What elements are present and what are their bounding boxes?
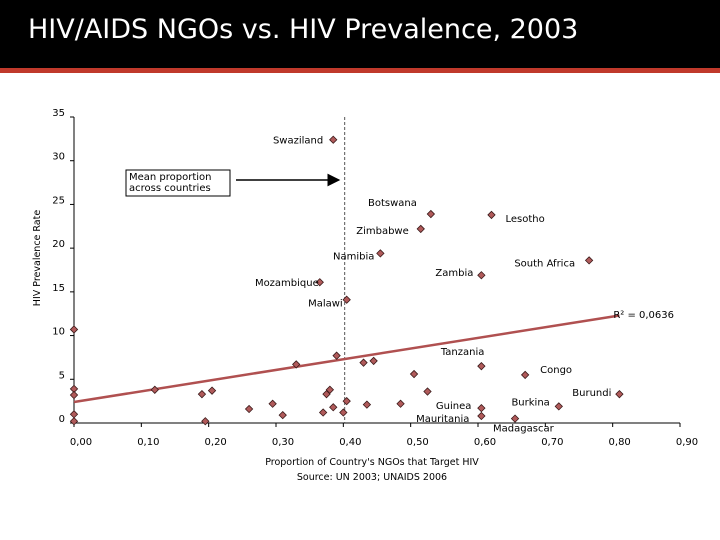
- data-point: [292, 360, 301, 369]
- data-point: [369, 356, 378, 366]
- data-point: [197, 389, 207, 399]
- x-tick-label: 0,90: [676, 437, 698, 448]
- data-point: [520, 370, 530, 380]
- data-point: [477, 271, 486, 280]
- title-bar: HIV/AIDS NGOs vs. HIV Prevalence, 2003: [0, 0, 720, 68]
- data-point: [244, 404, 254, 414]
- data-points: [69, 135, 624, 426]
- point-label: Madagascar: [493, 424, 555, 435]
- data-point: [416, 224, 425, 234]
- y-tick-label: 30: [52, 152, 65, 163]
- data-point: [409, 369, 419, 379]
- point-label: Congo: [540, 365, 572, 376]
- point-label: Malawi: [308, 299, 343, 310]
- point-labels: Swaziland Botswana Zimbabwe Lesotho Namibia S…: [255, 136, 611, 435]
- data-point: [150, 385, 159, 394]
- point-label: Swaziland: [273, 136, 323, 147]
- annotation-box: [125, 169, 231, 197]
- data-point: [207, 386, 217, 395]
- data-point: [477, 362, 486, 371]
- title-stripe: [0, 68, 720, 73]
- x-axis-title: Proportion of Country's NGOs that Target…: [265, 457, 479, 468]
- data-point: [362, 400, 372, 409]
- point-label: Burkina: [511, 397, 549, 408]
- data-point: [554, 402, 563, 411]
- y-tick-label: 15: [52, 283, 65, 294]
- data-point: [69, 410, 79, 419]
- data-point: [426, 209, 436, 219]
- point-label: South Africa: [514, 258, 575, 269]
- point-label: Mauritania: [416, 414, 469, 425]
- data-point: [329, 135, 338, 144]
- data-point: [615, 389, 624, 399]
- source-note: Source: UN 2003; UNAIDS 2006: [297, 472, 447, 483]
- data-point: [477, 411, 486, 421]
- trendline: [73, 314, 620, 404]
- x-tick-label: 0,70: [541, 437, 563, 448]
- point-label: Guinea: [436, 401, 471, 412]
- data-point: [318, 408, 328, 417]
- data-point: [278, 410, 287, 420]
- x-tick-label: 0,60: [474, 437, 496, 448]
- point-label: Zimbabwe: [356, 226, 409, 237]
- data-point: [359, 358, 368, 367]
- trendline-group: R² = 0,0636: [73, 310, 674, 404]
- y-tick-label: 0: [59, 414, 65, 425]
- y-tick-label: 20: [52, 239, 65, 250]
- data-point: [69, 325, 79, 334]
- data-point: [329, 403, 338, 412]
- x-tick-label: 0,80: [609, 437, 631, 448]
- data-point: [69, 390, 79, 400]
- point-label: Tanzania: [440, 347, 485, 358]
- data-point: [339, 408, 348, 417]
- y-tick-label: 35: [52, 108, 65, 119]
- annotation-text: Mean proportion: [129, 172, 212, 183]
- data-point: [315, 278, 324, 287]
- point-label: Burundi: [572, 388, 611, 399]
- y-axis-title: HIV Prevalence Rate: [32, 210, 43, 307]
- data-point: [423, 387, 432, 396]
- axes: 0 5 10 15 20 25 30 35 0,00 0,10 0,20 0,30 0,40 0,50 0,…: [32, 108, 698, 483]
- data-point: [342, 295, 351, 304]
- annotation-text: across countries: [129, 183, 211, 194]
- data-point: [325, 385, 335, 394]
- data-point: [201, 417, 210, 426]
- r-squared-label: R² = 0,0636: [613, 310, 674, 321]
- data-point: [477, 403, 486, 413]
- data-point: [69, 417, 79, 426]
- x-tick-label: 0,00: [70, 437, 92, 448]
- point-label: Mozambique: [255, 278, 319, 289]
- point-label: Lesotho: [505, 214, 544, 225]
- data-point: [342, 396, 351, 406]
- x-tick-label: 0,40: [339, 437, 361, 448]
- y-tick-label: 5: [59, 370, 65, 381]
- data-point: [510, 414, 520, 423]
- y-tick-label: 10: [52, 327, 65, 338]
- data-point: [268, 399, 277, 408]
- data-point: [332, 351, 341, 360]
- data-point: [376, 249, 385, 258]
- data-point: [584, 256, 594, 265]
- slide-title: HIV/AIDS NGOs vs. HIV Prevalence, 2003: [28, 14, 579, 45]
- x-tick-label: 0,10: [137, 437, 159, 448]
- data-point: [487, 210, 496, 220]
- point-label: Namibia: [333, 251, 374, 262]
- x-tick-label: 0,20: [205, 437, 227, 448]
- y-tick-label: 25: [52, 195, 65, 206]
- x-tick-label: 0,50: [407, 437, 429, 448]
- data-point: [396, 399, 405, 408]
- point-label: Zambia: [435, 268, 473, 279]
- point-label: Botswana: [368, 198, 417, 209]
- x-tick-label: 0,30: [272, 437, 294, 448]
